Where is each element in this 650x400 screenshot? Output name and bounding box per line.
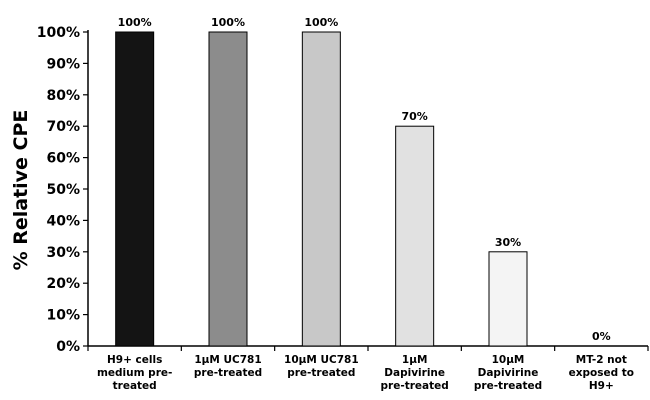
bar <box>115 31 155 347</box>
bar <box>208 31 248 347</box>
category-label: 10µM UC781 pre-treated <box>284 354 359 379</box>
bar <box>301 31 341 347</box>
category-label: 10µM Dapivirine pre-treated <box>474 354 542 392</box>
y-tick-label: 100% <box>37 25 80 41</box>
data-label: 70% <box>401 110 427 123</box>
y-tick-label: 30% <box>46 245 80 261</box>
y-tick-label: 50% <box>46 182 80 198</box>
y-tick-label: 20% <box>46 276 80 292</box>
data-label: 100% <box>304 16 338 29</box>
y-tick-label: 70% <box>46 119 80 135</box>
data-labels: 100% 100% 100% 70% 30% 0% <box>118 16 611 343</box>
category-label: MT-2 not exposed to H9+ <box>569 354 634 392</box>
bars <box>115 31 528 347</box>
category-label: H9+ cells medium pre-treated <box>97 354 172 392</box>
y-tick-label: 10% <box>46 308 80 324</box>
bar <box>395 125 435 347</box>
y-axis-title: % Relative CPE <box>10 110 32 271</box>
y-axis-title-group: % Relative CPE <box>10 110 32 271</box>
category-label: 1µM Dapivirine pre-treated <box>381 354 449 392</box>
y-tick-label: 80% <box>46 88 80 104</box>
category-label: 1µM UC781 pre-treated <box>194 354 262 379</box>
y-tick-label: 60% <box>46 151 80 167</box>
bar <box>488 251 528 347</box>
y-tick-label: 40% <box>46 213 80 229</box>
data-label: 30% <box>495 236 521 249</box>
data-label: 0% <box>592 330 611 343</box>
y-axis-ticks: 0% 10% 20% 30% 40% 50% 60% 70% 80% 90% 100% <box>37 25 88 355</box>
y-tick-label: 0% <box>56 339 80 355</box>
x-axis-labels: H9+ cells medium pre-treated 1µM UC781 pre-… <box>97 354 634 392</box>
data-label: 100% <box>211 16 245 29</box>
y-tick-label: 90% <box>46 56 80 72</box>
data-label: 100% <box>118 16 152 29</box>
axes <box>87 30 649 351</box>
